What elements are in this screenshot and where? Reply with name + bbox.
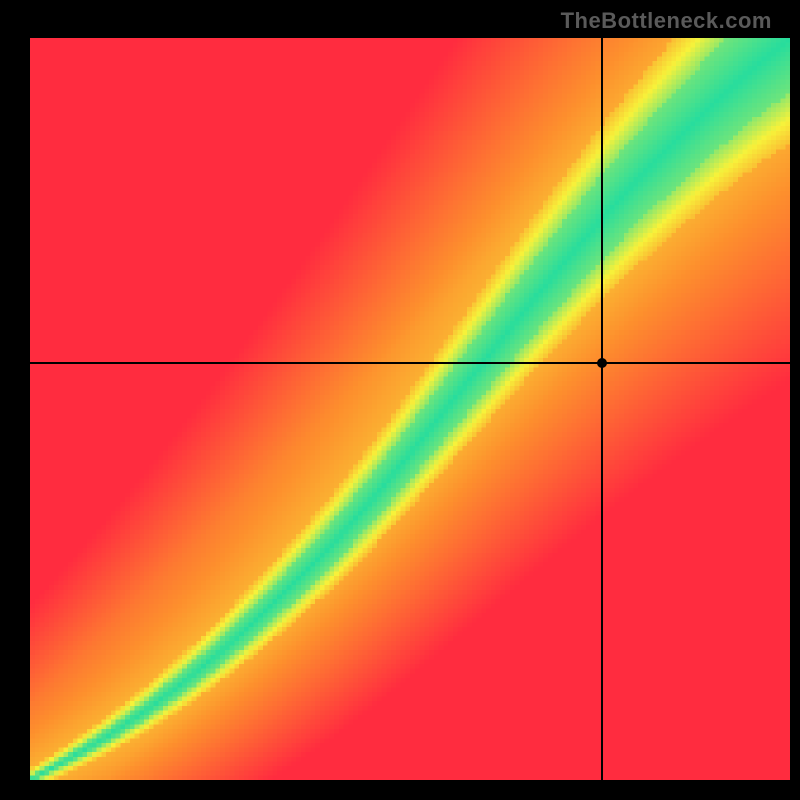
crosshair-horizontal	[30, 362, 790, 364]
bottleneck-heatmap	[30, 38, 790, 780]
crosshair-vertical	[601, 38, 603, 780]
watermark: TheBottleneck.com	[561, 8, 772, 34]
selection-dot	[597, 358, 607, 368]
